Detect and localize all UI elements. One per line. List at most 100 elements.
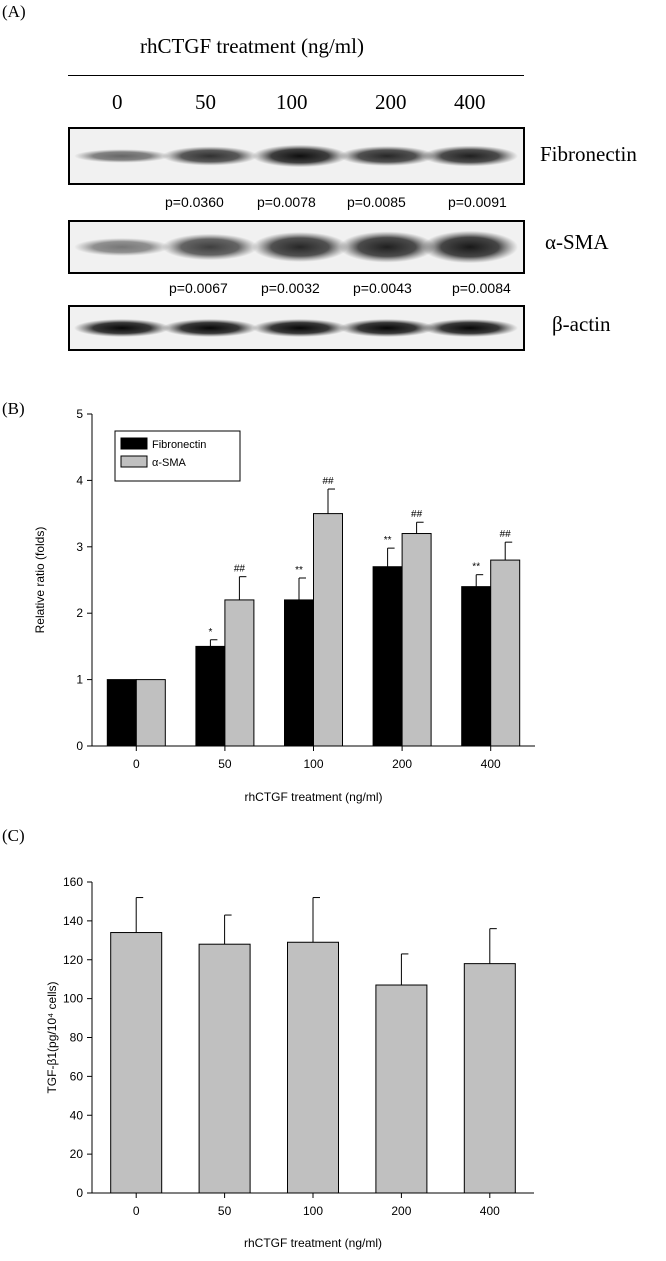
fibronectin-blot <box>68 127 525 185</box>
treatment-rule <box>68 75 524 76</box>
legend-swatch <box>120 455 148 468</box>
blot-band <box>74 319 170 337</box>
y-tick-label: 160 <box>63 875 83 889</box>
actin-bands <box>74 319 518 337</box>
y-tick-label: 2 <box>76 606 83 620</box>
y-tick-label: 0 <box>76 1186 83 1200</box>
legend-swatch <box>120 437 148 450</box>
blot-band <box>74 149 170 163</box>
actin-label: β-actin <box>552 312 611 336</box>
significance-mark: ## <box>500 529 512 540</box>
bar <box>135 679 166 747</box>
y-tick-label: 140 <box>63 914 83 928</box>
bar <box>224 599 255 747</box>
blot-band <box>422 145 518 167</box>
y-tick-label: 80 <box>70 1031 84 1045</box>
blot-band <box>339 146 435 166</box>
y-tick-label: 60 <box>70 1069 84 1083</box>
y-axis-label: Relative ratio (folds) <box>33 527 47 634</box>
y-tick-label: 3 <box>76 540 83 554</box>
x-tick-label: 200 <box>392 757 412 771</box>
legend-label: α-SMA <box>152 457 187 469</box>
significance-mark: ** <box>472 562 480 573</box>
tgf-beta1-chart: 0 20 40 60 80 100 120 140 160 0 50 100 200 400 rhCTGF … <box>45 875 534 1250</box>
y-tick-label: 20 <box>70 1147 84 1161</box>
actin-blot <box>68 305 525 351</box>
bar <box>372 566 403 747</box>
p-value: p=0.0078 <box>257 194 316 210</box>
p-value: p=0.0084 <box>452 280 511 296</box>
p-value: p=0.0043 <box>353 280 412 296</box>
x-axis-label: rhCTGF treatment (ng/ml) <box>244 1236 382 1250</box>
x-tick-label: 400 <box>481 757 501 771</box>
legend-label: Fibronectin <box>152 439 206 451</box>
sma-blot <box>68 220 525 274</box>
x-tick-label: 200 <box>391 1204 411 1218</box>
bar <box>375 984 428 1194</box>
blot-band <box>162 146 258 166</box>
treatment-title: rhCTGF treatment (ng/ml) <box>140 34 364 58</box>
significance-mark: ## <box>411 509 423 520</box>
dose-label: 50 <box>195 90 216 114</box>
y-tick-label: 5 <box>76 407 83 421</box>
significance-mark: ** <box>295 565 303 576</box>
bar <box>490 559 521 747</box>
blot-band <box>162 233 258 261</box>
bar <box>284 599 314 747</box>
y-tick-label: 40 <box>70 1108 84 1122</box>
dose-label: 400 <box>454 90 486 114</box>
y-tick-label: 4 <box>76 473 83 487</box>
blot-band <box>252 319 348 337</box>
blot-band <box>252 232 348 262</box>
blot-band <box>422 230 518 264</box>
bar <box>198 943 251 1194</box>
y-tick-label: 120 <box>63 953 83 967</box>
x-tick-label: 0 <box>133 757 140 771</box>
x-tick-label: 400 <box>480 1204 500 1218</box>
significance-mark: ## <box>234 564 246 575</box>
x-tick-label: 50 <box>218 757 232 771</box>
bar <box>287 941 339 1194</box>
fibronectin-bands <box>74 144 518 168</box>
legend: Fibronectin α-SMA <box>114 430 241 482</box>
y-axis-label: TGF-β1(pg/10⁴ cells) <box>45 981 59 1093</box>
p-value: p=0.0360 <box>165 194 224 210</box>
p-value: p=0.0032 <box>261 280 320 296</box>
panel-a-label: (A) <box>2 2 26 21</box>
x-tick-label: 50 <box>218 1204 232 1218</box>
dose-label: 100 <box>276 90 308 114</box>
panel-b-label: (B) <box>2 399 25 418</box>
sma-label: α-SMA <box>545 230 609 254</box>
bar <box>463 963 516 1194</box>
fibronectin-label: Fibronectin <box>540 142 637 166</box>
bar <box>401 533 432 747</box>
blot-band <box>162 319 258 337</box>
panel-c-label: (C) <box>2 826 25 845</box>
p-value: p=0.0085 <box>347 194 406 210</box>
dose-label: 0 <box>112 90 123 114</box>
bar <box>313 513 343 747</box>
y-tick-label: 100 <box>63 992 83 1006</box>
p-value: p=0.0067 <box>169 280 228 296</box>
bar <box>110 932 163 1194</box>
bar <box>195 645 226 747</box>
x-tick-label: 100 <box>303 1204 323 1218</box>
significance-mark: ## <box>322 476 334 487</box>
x-tick-label: 0 <box>133 1204 140 1218</box>
x-axis-label: rhCTGF treatment (ng/ml) <box>244 790 382 804</box>
significance-mark: ** <box>384 535 392 546</box>
bar <box>461 586 492 747</box>
x-tick-label: 100 <box>303 757 323 771</box>
dose-label: 200 <box>375 90 407 114</box>
blot-band <box>422 319 518 337</box>
y-tick-label: 1 <box>76 673 83 687</box>
blot-band <box>339 319 435 337</box>
y-tick-label: 0 <box>76 739 83 753</box>
blot-band <box>252 144 348 168</box>
blot-band <box>74 238 170 256</box>
p-value: p=0.0091 <box>448 194 507 210</box>
blot-band <box>339 231 435 263</box>
significance-mark: * <box>208 627 212 638</box>
sma-bands <box>74 230 518 264</box>
